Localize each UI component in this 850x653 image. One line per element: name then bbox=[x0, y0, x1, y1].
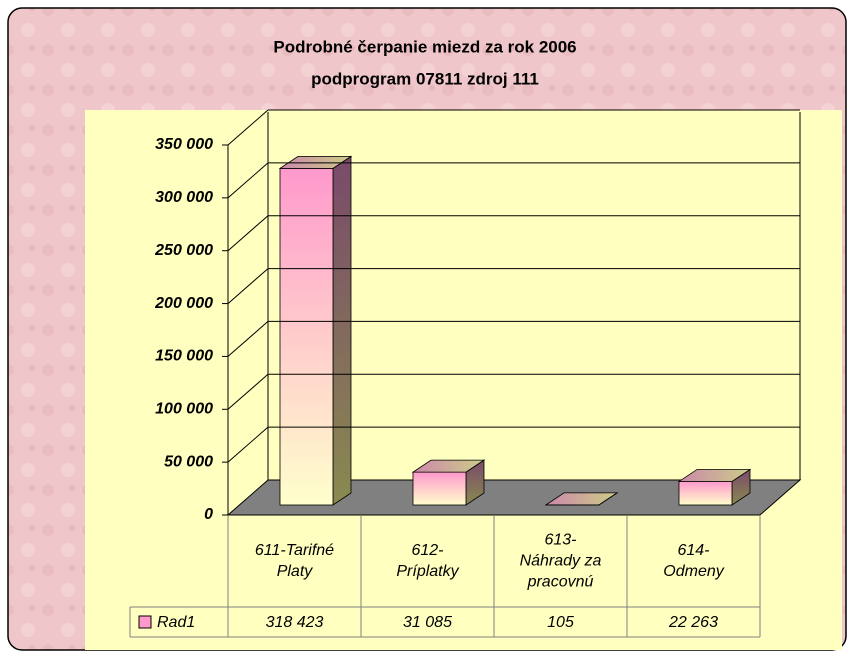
data-table-value: 105 bbox=[547, 614, 574, 631]
y-tick-label: 50 000 bbox=[164, 453, 213, 470]
chart-title: Podrobné čerpanie miezd za rok 2006 bbox=[273, 37, 576, 56]
bar bbox=[412, 471, 467, 506]
y-tick-label: 200 000 bbox=[154, 295, 213, 312]
data-table bbox=[129, 515, 761, 638]
grid-line bbox=[227, 426, 269, 463]
grid-line bbox=[227, 321, 269, 357]
chart-subtitle: podprogram 07811 zdroj 111 bbox=[311, 69, 539, 88]
y-tick-label: 300 000 bbox=[155, 189, 213, 206]
bar-top bbox=[411, 459, 486, 473]
legend-key bbox=[138, 615, 152, 629]
grid-line bbox=[227, 268, 269, 304]
bar-side bbox=[332, 155, 352, 506]
data-table-value: 22 263 bbox=[668, 614, 718, 631]
data-table-value: 318 423 bbox=[266, 614, 324, 631]
x-tick-label: 612-Príplatky bbox=[396, 542, 459, 580]
bar-top bbox=[544, 492, 619, 506]
y-tick-label: 350 000 bbox=[155, 136, 213, 153]
y-tick-label: 150 000 bbox=[155, 348, 213, 365]
data-table-value: 31 085 bbox=[403, 614, 452, 631]
grid-line bbox=[227, 215, 269, 252]
bar-top bbox=[677, 469, 752, 482]
x-tick-label: 611-Tarifné Platy bbox=[254, 542, 335, 580]
grid-line bbox=[227, 373, 269, 410]
grid-line bbox=[227, 109, 269, 146]
x-tick-label: 614-Odmeny bbox=[663, 542, 724, 580]
grid-line bbox=[227, 162, 269, 199]
plot-area bbox=[85, 110, 842, 650]
y-tick-label: 0 bbox=[204, 506, 213, 523]
y-tick-label: 250 000 bbox=[154, 242, 213, 259]
bar bbox=[279, 167, 334, 506]
y-tick-label: 100 000 bbox=[155, 401, 213, 418]
x-tick-label: 613-Náhrady za pracovnú bbox=[519, 531, 602, 591]
bar bbox=[678, 481, 733, 506]
legend-label: Rad1 bbox=[157, 614, 195, 631]
